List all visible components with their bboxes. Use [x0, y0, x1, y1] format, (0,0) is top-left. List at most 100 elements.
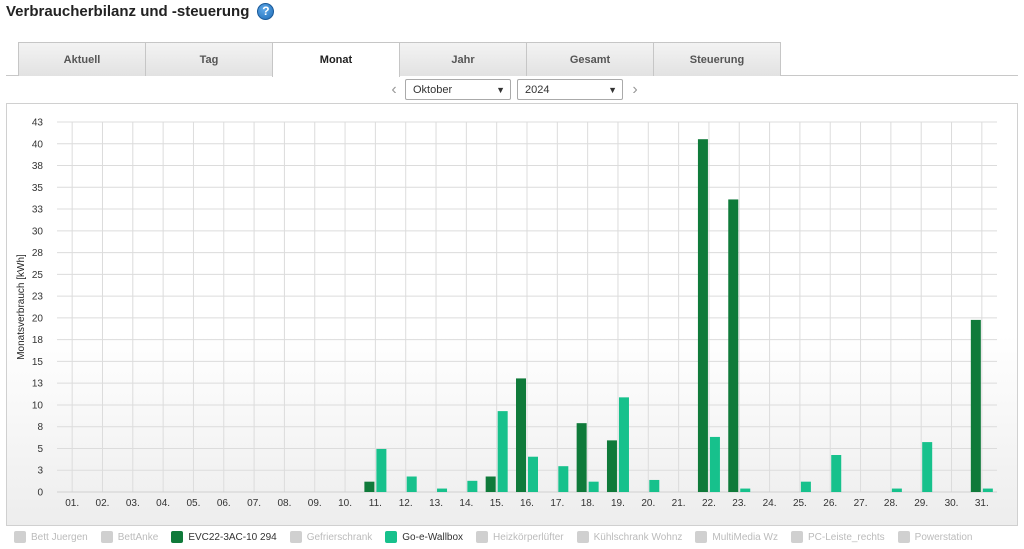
x-tick-label: 10. — [338, 498, 352, 509]
x-tick-label: 18. — [581, 498, 595, 509]
legend-swatch — [897, 531, 910, 543]
bar-go-e-wallbox — [740, 488, 751, 492]
legend-label: BettAnke — [117, 531, 159, 543]
previous-month-arrow-icon[interactable]: ‹ — [391, 80, 397, 98]
bar-evc22 — [728, 199, 739, 492]
legend-swatch — [695, 531, 708, 543]
y-tick-label: 3 — [37, 466, 43, 477]
x-tick-label: 30. — [945, 498, 959, 509]
bar-go-e-wallbox — [982, 488, 993, 492]
bar-evc22 — [576, 423, 587, 492]
x-tick-label: 03. — [126, 498, 140, 509]
x-tick-label: 07. — [247, 498, 261, 509]
next-month-arrow-icon[interactable]: › — [632, 80, 638, 98]
help-icon[interactable]: ? — [257, 2, 275, 20]
legend-label: Gefrierschrank — [306, 531, 373, 543]
legend-item[interactable]: Gefrierschrank — [289, 531, 373, 543]
legend-label: Powerstation — [914, 531, 973, 543]
tab-monat[interactable]: Monat — [272, 42, 400, 77]
legend-item[interactable]: Go-e-Wallbox — [385, 531, 463, 543]
y-tick-label: 10 — [32, 400, 44, 411]
month-select-value: Oktober — [413, 83, 453, 96]
legend-swatch — [14, 531, 26, 543]
legend-item[interactable]: EVC22-3AC-10 294 — [171, 531, 277, 543]
y-tick-label: 35 — [32, 183, 44, 194]
bar-go-e-wallbox — [376, 448, 387, 492]
page-header: Verbraucherbilanz und -steuerung ? — [6, 0, 275, 22]
y-tick-label: 33 — [32, 205, 44, 216]
bar-go-e-wallbox — [588, 481, 599, 492]
legend-label: PC-Leiste_rechts — [807, 531, 885, 543]
x-tick-label: 20. — [641, 498, 655, 509]
x-tick-label: 29. — [914, 498, 928, 509]
bar-evc22 — [364, 481, 375, 492]
legend-item[interactable]: Heizkörperlüfter — [476, 531, 564, 543]
legend-item[interactable]: Powerstation — [897, 531, 973, 543]
bar-go-e-wallbox — [497, 411, 508, 492]
x-tick-label: 24. — [763, 498, 777, 509]
y-tick-label: 43 — [32, 118, 44, 129]
bar-evc22 — [697, 139, 708, 493]
page-title: Verbraucherbilanz und -steuerung — [6, 2, 250, 20]
legend-item[interactable]: BettAnke — [100, 531, 159, 543]
y-tick-label: 15 — [32, 357, 44, 368]
tab-jahr[interactable]: Jahr — [399, 42, 527, 76]
bar-go-e-wallbox — [831, 455, 842, 492]
legend-swatch — [576, 531, 589, 543]
bar-go-e-wallbox — [406, 476, 417, 492]
legend-swatch — [289, 531, 302, 543]
bar-go-e-wallbox — [649, 479, 660, 492]
x-tick-label: 12. — [399, 498, 413, 509]
y-tick-label: 0 — [37, 488, 43, 499]
bar-go-e-wallbox — [558, 466, 569, 492]
y-tick-label: 25 — [32, 270, 44, 281]
x-tick-label: 01. — [65, 498, 79, 509]
bar-go-e-wallbox — [618, 397, 629, 492]
bar-evc22 — [606, 440, 617, 492]
legend-swatch — [100, 531, 113, 543]
bar-go-e-wallbox — [528, 456, 538, 492]
bar-go-e-wallbox — [467, 480, 478, 492]
bar-go-e-wallbox — [922, 442, 933, 492]
period-selector: ‹ Oktober ▼ 2024 ▼ › — [386, 79, 643, 100]
legend-label: MultiMedia Wz — [712, 531, 778, 543]
legend-swatch — [385, 531, 398, 543]
y-tick-label: 13 — [32, 379, 44, 390]
tab-steuerung[interactable]: Steuerung — [653, 42, 781, 76]
y-tick-label: 28 — [32, 248, 44, 259]
legend-item[interactable]: Bett Juergen — [14, 531, 88, 543]
x-tick-label: 17. — [550, 498, 564, 509]
x-tick-label: 09. — [308, 498, 322, 509]
x-tick-label: 11. — [369, 498, 382, 509]
y-tick-label: 23 — [32, 292, 44, 303]
bar-go-e-wallbox — [437, 488, 448, 492]
x-tick-label: 04. — [156, 498, 170, 509]
y-tick-label: 18 — [32, 335, 44, 346]
tab-bar: Aktuell Tag Monat Jahr Gesamt Steuerung — [18, 42, 781, 77]
tab-aktuell[interactable]: Aktuell — [18, 42, 146, 76]
x-tick-label: 26. — [823, 498, 837, 509]
legend-item[interactable]: Kühlschrank Wohnz — [576, 531, 682, 543]
y-tick-label: 20 — [32, 313, 44, 324]
legend-swatch — [171, 531, 184, 543]
bar-evc22 — [516, 378, 526, 492]
legend-label: Heizkörperlüfter — [493, 531, 564, 543]
x-tick-label: 27. — [854, 498, 868, 509]
x-tick-label: 14. — [459, 498, 473, 509]
x-tick-label: 05. — [186, 498, 200, 509]
bar-evc22 — [970, 319, 981, 492]
x-tick-label: 31. — [975, 498, 989, 509]
tab-gesamt[interactable]: Gesamt — [526, 42, 654, 76]
legend-item[interactable]: MultiMedia Wz — [695, 531, 778, 543]
tab-tag[interactable]: Tag — [145, 42, 273, 76]
x-tick-label: 06. — [217, 498, 231, 509]
x-tick-label: 08. — [277, 498, 291, 509]
legend-item[interactable]: PC-Leiste_rechts — [790, 531, 885, 543]
year-select[interactable]: 2024 ▼ — [517, 79, 623, 100]
month-select[interactable]: Oktober ▼ — [405, 79, 511, 100]
legend-label: Bett Juergen — [31, 531, 88, 543]
y-tick-label: 30 — [32, 226, 44, 237]
x-tick-label: 23. — [732, 498, 746, 509]
legend-swatch — [790, 531, 803, 543]
